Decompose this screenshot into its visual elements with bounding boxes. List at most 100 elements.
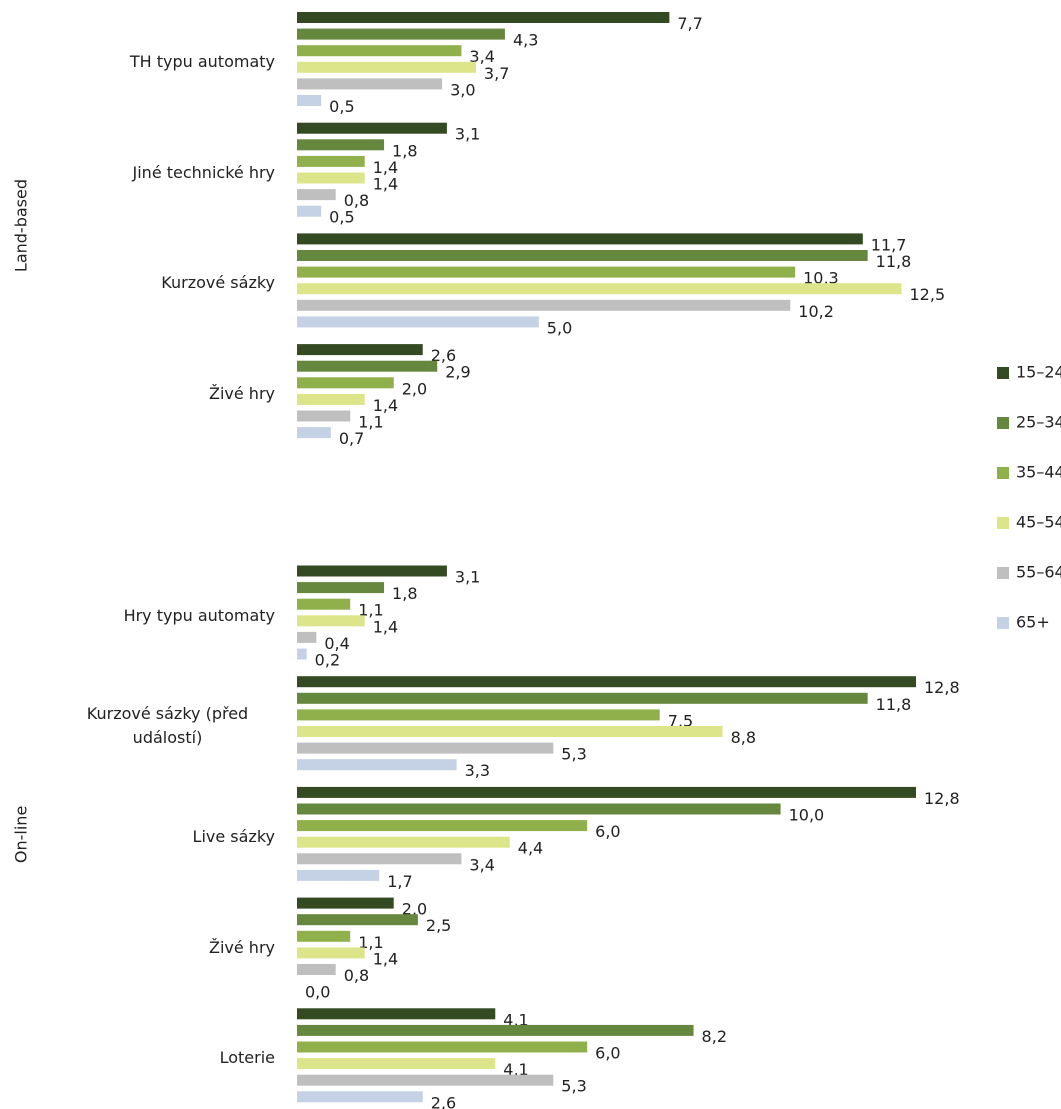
value-label: 1,4	[373, 175, 398, 194]
bar	[297, 377, 394, 389]
bar	[297, 598, 351, 610]
category-label: Kurzové sázky	[161, 273, 275, 293]
legend-swatch	[997, 617, 1009, 629]
value-label: 12,5	[910, 285, 946, 304]
value-label: 7,7	[677, 14, 702, 33]
bar	[297, 12, 670, 23]
value-label: 8,2	[702, 1027, 727, 1046]
bar	[297, 947, 365, 959]
bar	[297, 1058, 496, 1070]
bar	[297, 1074, 554, 1086]
value-label: 10,3	[803, 269, 839, 288]
legend-label: 25–34	[1016, 413, 1061, 432]
bar	[297, 692, 868, 704]
bar	[297, 820, 588, 832]
value-label: 4,1	[503, 1010, 528, 1029]
value-label: 1,8	[392, 141, 417, 160]
category-label-box: Live sázky	[193, 825, 275, 849]
value-label: 6,0	[595, 1044, 620, 1063]
value-label: 11,7	[871, 235, 907, 254]
legend-swatch	[997, 467, 1009, 479]
category-label-box: Loterie	[220, 1046, 275, 1070]
bar	[297, 565, 447, 577]
category-label: TH typu automaty	[129, 52, 275, 71]
value-label: 0,5	[329, 208, 354, 227]
value-label: 3,1	[455, 125, 480, 144]
bar	[297, 726, 723, 737]
category-label: Živé hry	[209, 384, 275, 404]
value-label: 6,0	[595, 822, 620, 841]
bar	[297, 803, 781, 815]
category-label-box: Kurzové sázky	[161, 271, 275, 295]
bar	[297, 648, 307, 660]
legend-swatch	[997, 517, 1009, 529]
value-label: 0,2	[315, 651, 340, 670]
value-label: 10,2	[798, 302, 834, 321]
legend-label: 15–24	[1016, 363, 1061, 382]
group-label: On-line	[12, 806, 31, 863]
value-label: 3,7	[484, 64, 509, 83]
bar	[297, 410, 351, 422]
bar	[297, 28, 505, 40]
bar	[297, 853, 462, 865]
bar	[297, 283, 902, 295]
value-label: 2,9	[445, 363, 470, 382]
category-label-box: Živé hry	[209, 382, 275, 406]
category-label: Kurzové sázky (před událostí)	[86, 704, 249, 748]
value-label: 2,0	[402, 379, 427, 398]
value-label: 2,5	[426, 916, 451, 935]
value-label: 8,8	[731, 728, 756, 747]
value-label: 2,0	[402, 900, 427, 919]
bar	[297, 914, 418, 926]
legend-swatch	[997, 367, 1009, 379]
value-label: 10,0	[789, 806, 825, 825]
value-label: 1,4	[373, 949, 398, 968]
bar	[297, 45, 462, 57]
value-label: 3,0	[450, 80, 475, 99]
value-label: 1,1	[358, 413, 383, 432]
bar	[297, 759, 457, 771]
category-label: Live sázky	[192, 826, 275, 846]
value-label: 0,7	[339, 429, 364, 448]
category-label: Loterie	[219, 1048, 275, 1068]
bar	[297, 836, 510, 848]
bar	[297, 869, 380, 881]
bar	[297, 360, 438, 372]
value-label: 1,4	[373, 158, 398, 177]
value-label: 12,8	[924, 678, 960, 697]
bar	[297, 205, 322, 217]
bar	[297, 1041, 588, 1053]
bar	[297, 930, 351, 942]
value-label: 1,4	[373, 396, 398, 415]
bar	[297, 95, 322, 106]
value-label: 0,8	[344, 966, 369, 985]
bar	[297, 615, 365, 627]
value-label: 0,4	[324, 634, 349, 653]
bar	[297, 344, 423, 356]
legend-label: 35–44	[1016, 463, 1061, 482]
value-label: 5,3	[561, 745, 586, 764]
value-label: 5,0	[547, 318, 572, 337]
bar	[297, 964, 336, 975]
bar	[297, 299, 791, 311]
category-label: Hry typu automaty	[123, 605, 275, 625]
value-label: 11,8	[876, 695, 912, 714]
value-label: 2,6	[431, 1093, 456, 1109]
bar	[297, 427, 331, 439]
bar	[297, 676, 917, 688]
bar	[297, 1091, 423, 1103]
bar	[297, 393, 365, 405]
group-label: Land-based	[12, 179, 31, 272]
bar	[297, 122, 447, 134]
category-label: Živé hry	[209, 937, 275, 957]
legend-swatch	[997, 567, 1009, 579]
value-label: 0,8	[344, 191, 369, 210]
value-label: 1,8	[392, 584, 417, 603]
legend-label: 45–54	[1016, 513, 1061, 532]
value-label: 3,4	[469, 855, 494, 874]
bar	[297, 155, 365, 167]
category-label-box: Hry typu automaty	[124, 604, 275, 628]
bar	[297, 172, 365, 184]
bar	[297, 233, 863, 245]
